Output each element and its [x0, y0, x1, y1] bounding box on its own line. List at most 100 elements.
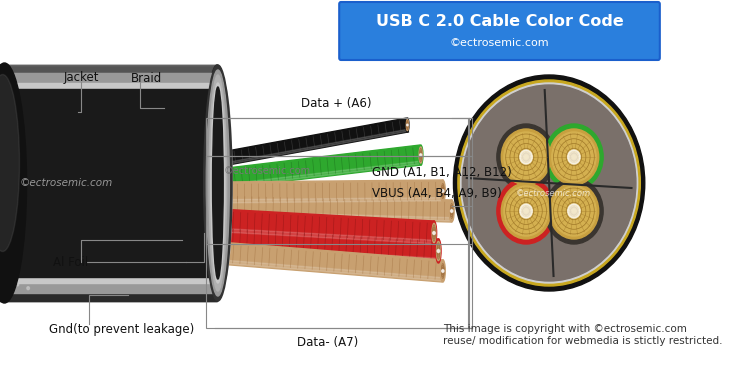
Circle shape	[205, 248, 207, 251]
Text: ©ectrosemic.com: ©ectrosemic.com	[450, 38, 549, 48]
Polygon shape	[223, 212, 452, 221]
Ellipse shape	[440, 180, 446, 202]
Circle shape	[43, 107, 46, 110]
Circle shape	[496, 178, 555, 244]
Circle shape	[190, 190, 193, 193]
Text: This image is copyright with ©ectrosemic.com: This image is copyright with ©ectrosemic…	[442, 324, 687, 334]
Ellipse shape	[214, 89, 229, 277]
Circle shape	[178, 119, 181, 122]
Circle shape	[23, 261, 26, 264]
Circle shape	[166, 89, 168, 92]
Text: ©ectrosemic.com: ©ectrosemic.com	[516, 188, 591, 197]
Circle shape	[16, 283, 19, 286]
Ellipse shape	[206, 70, 230, 296]
Polygon shape	[226, 118, 409, 165]
Bar	[0, 65, 217, 73]
Circle shape	[74, 186, 76, 189]
Ellipse shape	[216, 86, 230, 280]
Circle shape	[17, 97, 20, 100]
Circle shape	[549, 129, 598, 185]
Circle shape	[132, 226, 134, 230]
Circle shape	[184, 208, 187, 211]
Circle shape	[21, 144, 24, 147]
Circle shape	[166, 116, 169, 119]
Circle shape	[83, 99, 86, 101]
Circle shape	[504, 186, 548, 236]
Ellipse shape	[207, 70, 226, 296]
Circle shape	[189, 176, 191, 178]
Polygon shape	[218, 209, 434, 245]
Circle shape	[73, 95, 75, 97]
Polygon shape	[228, 161, 422, 187]
Ellipse shape	[431, 221, 436, 245]
Ellipse shape	[209, 73, 230, 293]
Ellipse shape	[406, 118, 409, 132]
Circle shape	[74, 144, 76, 147]
Circle shape	[29, 116, 32, 119]
Text: ©ectrosemic.com: ©ectrosemic.com	[224, 166, 311, 176]
Circle shape	[206, 241, 208, 244]
Circle shape	[58, 90, 60, 93]
Circle shape	[462, 85, 636, 281]
Polygon shape	[218, 228, 433, 244]
Ellipse shape	[214, 84, 226, 282]
Ellipse shape	[441, 262, 445, 280]
Circle shape	[442, 270, 444, 272]
Circle shape	[89, 132, 92, 135]
Circle shape	[116, 166, 118, 169]
Polygon shape	[218, 226, 439, 263]
Text: USB C 2.0 Cable Color Code: USB C 2.0 Cable Color Code	[376, 15, 623, 30]
Ellipse shape	[406, 119, 409, 131]
Polygon shape	[223, 194, 452, 222]
Ellipse shape	[432, 223, 436, 243]
Circle shape	[544, 124, 603, 190]
Circle shape	[13, 250, 16, 253]
Ellipse shape	[450, 202, 454, 220]
Circle shape	[19, 270, 22, 273]
Ellipse shape	[214, 83, 232, 283]
Circle shape	[520, 204, 532, 218]
Polygon shape	[218, 242, 443, 282]
Circle shape	[18, 211, 21, 214]
Circle shape	[25, 278, 28, 281]
Ellipse shape	[211, 83, 227, 283]
Circle shape	[166, 180, 168, 183]
Circle shape	[544, 178, 603, 244]
Bar	[206, 156, 472, 244]
Circle shape	[454, 75, 645, 291]
Polygon shape	[218, 245, 438, 262]
Circle shape	[433, 231, 435, 234]
Circle shape	[74, 183, 77, 187]
Ellipse shape	[0, 65, 18, 301]
Circle shape	[442, 190, 444, 192]
FancyBboxPatch shape	[339, 2, 660, 60]
Circle shape	[68, 191, 70, 194]
Ellipse shape	[209, 73, 226, 293]
Circle shape	[153, 231, 155, 234]
Circle shape	[36, 227, 38, 231]
Polygon shape	[223, 180, 443, 204]
Circle shape	[197, 248, 200, 251]
Circle shape	[451, 210, 453, 212]
Circle shape	[504, 132, 548, 182]
Circle shape	[501, 129, 551, 185]
Bar	[0, 283, 217, 301]
Circle shape	[458, 80, 640, 286]
Circle shape	[94, 237, 97, 240]
Text: Braid: Braid	[131, 72, 162, 85]
Circle shape	[552, 132, 596, 182]
Bar	[0, 65, 217, 301]
Text: ©ectrosemic.com: ©ectrosemic.com	[20, 178, 112, 188]
Ellipse shape	[419, 145, 423, 165]
Polygon shape	[226, 145, 422, 188]
Text: Data- (A7): Data- (A7)	[297, 336, 358, 349]
Bar	[206, 118, 468, 328]
Bar	[9, 73, 217, 293]
Ellipse shape	[440, 260, 446, 282]
Circle shape	[520, 150, 532, 164]
Circle shape	[134, 104, 136, 107]
Circle shape	[78, 87, 80, 90]
Circle shape	[70, 108, 72, 111]
Circle shape	[73, 187, 75, 190]
Circle shape	[501, 183, 551, 239]
